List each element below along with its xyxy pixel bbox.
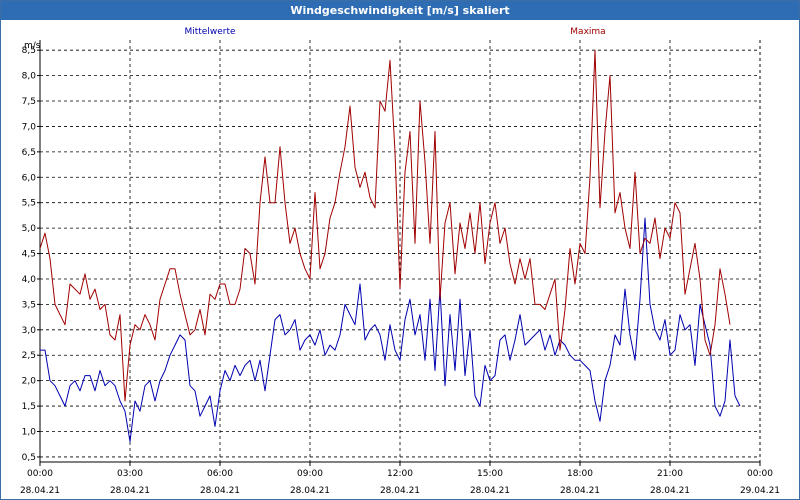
y-tick-label: 5,0 — [22, 224, 37, 234]
x-tick-date: 28.04.21 — [560, 486, 600, 496]
y-tick-label: 2,5 — [22, 351, 36, 361]
x-tick-date: 28.04.21 — [200, 486, 240, 496]
y-axis-label: m/s — [24, 41, 41, 51]
x-tick-time: 15:00 — [477, 469, 503, 479]
series-layer — [39, 49, 741, 443]
x-tick-date: 28.04.21 — [290, 486, 330, 496]
x-tick-time: 06:00 — [207, 469, 233, 479]
y-tick-label: 4,5 — [22, 250, 36, 260]
y-tick-label: 2,0 — [22, 377, 37, 387]
window-title: Windgeschwindigkeit [m/s] skaliert — [1, 1, 799, 20]
y-tick-label: 3,0 — [22, 326, 37, 336]
y-tick-label: 8,5 — [22, 46, 36, 56]
legend-entry-maxima: Maxima — [570, 27, 605, 37]
y-tick-label: 0,5 — [22, 453, 36, 463]
axis-layer: 0,5 1,0 1,5 2,0 2,5 3,0 3,5 4,0 4,5 5,0 5,5 6,0 6,5 7… — [20, 40, 780, 496]
x-tick-time: 09:00 — [297, 469, 323, 479]
y-tick-label: 6,0 — [22, 173, 37, 183]
grid-layer — [39, 40, 761, 462]
legend-entry-mittelwerte: Mittelwerte — [184, 27, 235, 37]
y-tick-label: 3,5 — [22, 300, 36, 310]
x-tick-time: 12:00 — [387, 469, 413, 479]
x-tick-date: 28.04.21 — [110, 486, 150, 496]
x-tick-time: 00:00 — [747, 469, 773, 479]
y-tick-label: 7,5 — [22, 97, 36, 107]
x-tick-time: 00:00 — [27, 469, 53, 479]
y-tick-label: 7,0 — [22, 122, 37, 132]
x-tick-time: 18:00 — [567, 469, 593, 479]
x-tick-date: 28.04.21 — [20, 486, 60, 496]
y-tick-label: 1,0 — [22, 427, 37, 437]
x-tick-date: 28.04.21 — [380, 486, 420, 496]
x-tick-date: 29.04.21 — [740, 486, 780, 496]
y-tick-label: 8,0 — [22, 72, 37, 82]
x-tick-time: 03:00 — [117, 469, 143, 479]
y-tick-label: 4,0 — [22, 275, 37, 285]
y-tick-label: 5,5 — [22, 199, 36, 209]
y-tick-label: 6,5 — [22, 148, 36, 158]
x-tick-date: 28.04.21 — [470, 486, 510, 496]
x-tick-date: 28.04.21 — [650, 486, 690, 496]
x-tick-time: 21:00 — [657, 469, 683, 479]
y-tick-label: 1,5 — [22, 402, 36, 412]
series-line-maxima — [39, 49, 731, 402]
series-line-mittelwerte — [40, 217, 741, 443]
